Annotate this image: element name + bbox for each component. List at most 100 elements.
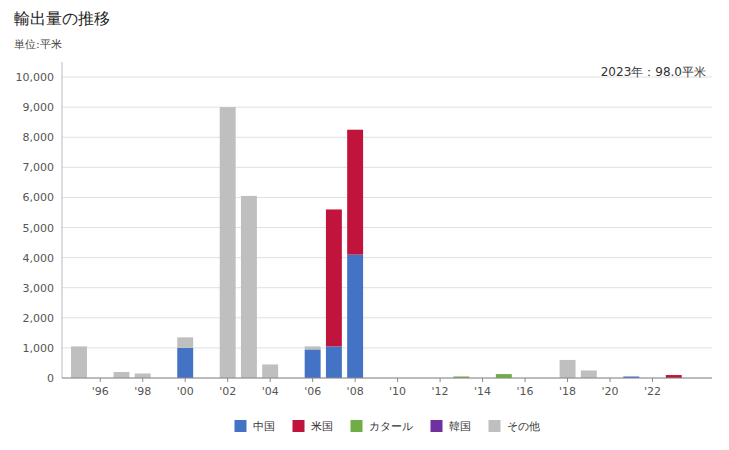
grid-line [62,137,712,138]
y-axis: 0 1,000 2,000 3,000 4,000 5,000 6,000 7,000 8,00… [16,62,713,385]
bar-segment [71,346,87,378]
legend-label: その他 [507,420,540,433]
x-tick [525,378,526,382]
grid-line [62,287,712,288]
bar-segment [560,360,576,378]
x-tick-label: '18 [559,385,576,398]
x-tick [355,378,356,382]
bar-segment [177,348,193,378]
x-tick [312,378,313,382]
y-tick-label: 3,000 [23,282,55,295]
x-tick-label: '12 [432,385,449,398]
grid-line [62,378,712,379]
legend-swatch [351,420,363,432]
bar-segment [581,370,597,378]
legend-swatch [235,420,247,432]
x-tick-label: '16 [517,385,534,398]
bar-segment [305,346,321,349]
bar-segment [347,129,363,130]
bar-segment [623,376,639,377]
grid-line [62,257,712,258]
x-tick-label: '06 [304,385,321,398]
legend-item: その他 [489,420,540,433]
x-axis: '96'98'00'02'04'06'08'10'12'14'16'18'20'… [62,378,712,398]
bar-segment [114,372,130,378]
grid-line [62,107,712,108]
x-tick-label: '00 [177,385,194,398]
bar-segment [347,129,363,130]
y-axis-line [62,62,63,378]
annotation: 2023年：98.0平米 [601,65,706,79]
grid-line [62,197,712,198]
x-tick [652,378,653,382]
y-tick-label: 0 [47,372,54,385]
x-tick [482,378,483,382]
legend-label: カタール [369,420,413,433]
legend-label: 中国 [253,420,275,433]
x-tick [270,378,271,382]
legend-swatch [489,420,501,432]
x-tick [227,378,228,382]
legend-label: 米国 [311,420,333,433]
series [453,374,511,378]
y-axis-label: 単位:平米 [14,38,62,51]
x-tick [440,378,441,382]
y-tick-label: 4,000 [23,252,55,265]
x-tick-label: '20 [602,385,619,398]
series [326,130,682,378]
bar-segment [326,346,342,378]
bar-segment [496,374,512,378]
y-tick-label: 2,000 [23,312,55,325]
x-tick [142,378,143,382]
bar-segment [326,209,342,210]
legend-item: 米国 [293,420,333,433]
bar-segment [623,376,639,377]
bar-segment [347,129,363,130]
x-tick [610,378,611,382]
bar-segment [347,130,363,255]
x-axis-line [62,378,712,379]
bar-segment [262,364,278,378]
y-tick-label: 6,000 [23,191,55,204]
grid-line [62,227,712,228]
bar-segment [220,107,236,378]
grid-line [62,317,712,318]
x-tick-label: '98 [134,385,151,398]
bar-segment [241,196,257,378]
y-tick-label: 8,000 [23,131,55,144]
y-tick-label: 7,000 [23,161,55,174]
grid-line [62,167,712,168]
y-tick-label: 10,000 [16,71,55,84]
bar-segment [623,376,639,377]
bar-segment [496,374,512,375]
x-tick-label: '10 [389,385,406,398]
bar-segment [453,376,469,377]
legend-label: 韓国 [449,420,471,433]
x-tick-label: '04 [262,385,279,398]
bar-segment [347,255,363,378]
bars [71,107,682,378]
x-tick-label: '08 [347,385,364,398]
bar-segment [666,375,682,376]
x-tick-label: '02 [219,385,236,398]
legend-swatch [431,420,443,432]
title: 輸出量の推移 [14,9,110,28]
y-tick-label: 1,000 [23,342,55,355]
bar-segment [666,375,682,376]
y-tick-label: 9,000 [23,101,55,114]
legend-swatch [293,420,305,432]
bar-segment [666,375,682,376]
bar-segment [623,376,639,377]
legend-item: 韓国 [431,420,471,433]
bar-segment [326,209,342,210]
bar-segment [453,376,469,377]
bar-segment [326,209,342,346]
chart: 輸出量の推移単位:平米 0 1,000 2,000 3,000 4,000 5,000 6,0… [0,0,729,450]
y-tick-label: 5,000 [23,222,55,235]
grid-line [62,347,712,348]
x-tick [567,378,568,382]
bar-segment [496,374,512,375]
background [0,0,729,450]
x-tick [100,378,101,382]
series [71,107,597,378]
